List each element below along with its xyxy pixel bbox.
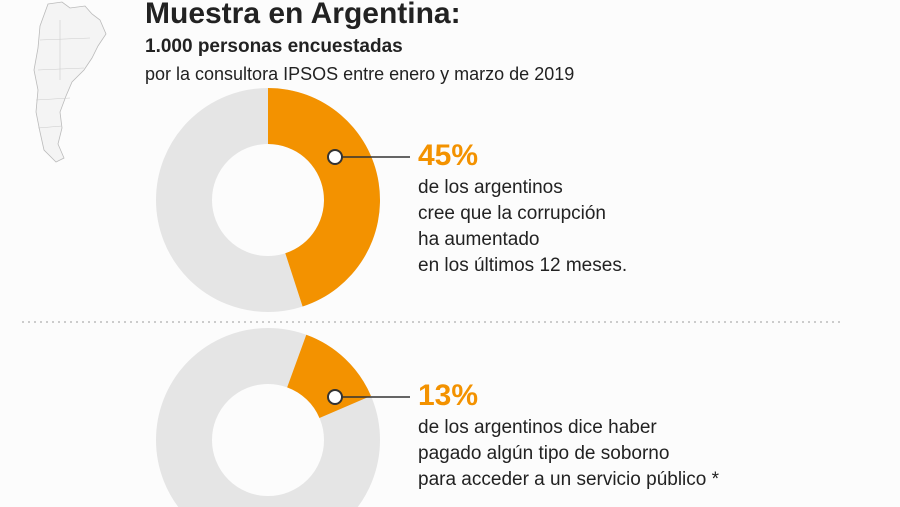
description-line: de los argentinos dice haber — [418, 417, 657, 438]
note: por la consultora IPSOS entre enero y ma… — [145, 64, 574, 84]
argentina-map — [33, 1, 107, 163]
title: Muestra en Argentina: — [145, 0, 461, 30]
description-line: pagado algún tipo de soborno — [418, 443, 669, 464]
value-label: 13% — [418, 379, 478, 412]
description-line: cree que la corrupción — [418, 203, 606, 224]
subtitle: 1.000 personas encuestadas — [145, 36, 403, 57]
callout-dot — [327, 389, 343, 405]
description-line: para acceder a un servicio público * — [418, 469, 720, 490]
callout-dot — [327, 149, 343, 165]
donut-segment — [268, 88, 381, 307]
description-line: ha aumentado — [418, 229, 540, 250]
description-line: de los argentinos — [418, 177, 563, 198]
description-line: en los últimos 12 meses. — [418, 255, 627, 276]
value-label: 45% — [418, 139, 478, 172]
donut-track — [156, 328, 380, 507]
map-provinces — [35, 20, 91, 129]
